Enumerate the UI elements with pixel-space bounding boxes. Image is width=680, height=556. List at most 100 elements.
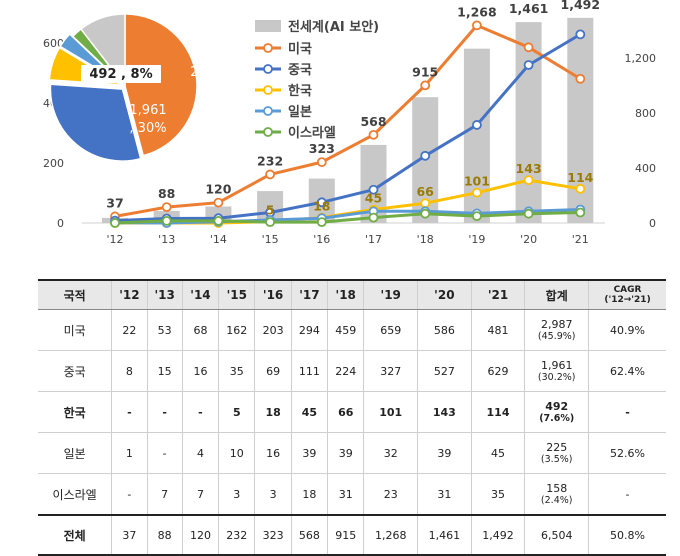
table-body: 미국 22 53 68 162 203 294 459 659 586 481 2,987 (45.9%… [38,309,666,556]
combo-chart: 020040060004008001,200'12'13'14'15'16'17… [43,0,656,246]
korea-value-label: 101 [464,174,490,189]
table-cell: 10 [218,432,255,474]
table-cell: 18 [254,391,292,433]
column-header: CAGR ('12→'21) [588,279,666,310]
series-point [316,157,327,168]
series-line [114,211,581,225]
series-point [523,60,534,70]
cagr-cell: 50.8% [588,514,666,556]
table-cell: 15 [146,350,183,392]
table-cell: 3 [218,473,255,516]
table-cell: - [111,391,148,433]
series-point [471,187,482,198]
cagr-cell: 62.4% [588,350,666,392]
legend-swatch-marker [263,64,273,74]
right-axis-tick-label: 800 [635,107,656,120]
legend-label: 미국 [288,41,312,57]
series-point [110,218,120,228]
table-cell: 659 [363,309,418,351]
legend-swatch-marker [263,43,273,53]
table-cell: 915 [327,514,364,556]
bar [515,22,542,223]
table-cell: - [146,391,183,433]
table-cell: 527 [417,350,472,392]
series-point [213,197,224,208]
table-cell: 143 [417,391,472,433]
series-point [316,217,327,228]
table-cell: - [146,432,183,474]
table-total-row: 전체 37 88 120 232 323 568 915 1,268 1,461 1,492 6,50… [38,514,666,556]
share-value: (30.2%) [537,371,576,383]
table-cell: 31 [327,473,364,516]
pie-label-line: 1,961 [129,103,166,118]
total-cell: 158 (2.4%) [524,473,589,516]
pie-label-line: 46% [199,83,228,98]
left-axis-tick-label: 0 [57,217,64,230]
bar-value-label: 915 [412,64,438,79]
table-cell: 16 [181,350,219,392]
series-point [523,208,534,219]
table-cell: - [111,473,148,516]
cagr-cell: 40.9% [588,309,666,351]
series-point [420,150,431,161]
column-header: '12 [111,279,148,310]
table-cell: 7 [181,473,219,516]
table-cell: 35 [218,350,255,392]
series-point [265,169,276,180]
legend-label: 한국 [288,83,312,99]
table-cell: 224 [327,350,364,392]
column-header: 국적 [38,279,112,310]
bar-value-label: 568 [360,114,386,129]
korea-value-label: 114 [567,170,593,185]
share-value: (2.4%) [540,494,573,506]
table-row: 한국 - - -5 18 45 66 101 143 114 492 (7.6%) - [38,391,666,433]
table-cell: 120 [181,514,219,556]
bar-value-label: 323 [309,141,335,156]
table-cell: 22 [111,309,148,351]
row-header-country: 일본 [38,432,112,474]
table-cell: 45 [470,432,525,474]
pie-label-line: 492 , 8% [89,67,152,82]
table-cell: 7 [146,473,183,516]
pie-slice-label: 492 , 8% [89,67,152,82]
column-header: '17 [290,279,328,310]
korea-value-label: 66 [416,184,434,199]
table-cell: 32 [363,432,418,474]
table-cell: 23 [363,473,418,516]
x-axis-tick-label: '16 [313,233,330,246]
table-cell: 294 [290,309,328,351]
data-labels: 37 88 120 232 323 568 915 1,268 1,461 1,492 5 18 45 6… [106,0,600,218]
table-cell: 16 [254,432,292,474]
korea-value-label: 143 [516,161,542,176]
series-point [161,202,172,213]
column-header: '13 [146,279,183,310]
table-cell: 481 [470,309,525,351]
legend-swatch-bar [255,20,281,32]
x-axis-tick-label: '14 [210,233,227,246]
table-cell: 162 [218,309,255,351]
pie-label-background [81,65,161,83]
table-cell: 203 [254,309,292,351]
cagr-period-label: ('12→'21) [604,295,651,305]
table-header-row: 국적 '12'13'14'15'16'17'18'19'20'21 합계 CAGR ('… [38,279,666,310]
table-cell: 629 [470,350,525,392]
bar-value-label: 1,492 [561,0,601,12]
row-header-total: 전체 [38,514,112,556]
korea-value-label: 18 [313,199,330,214]
left-axis-tick-label: 200 [43,157,64,170]
series-point [368,129,379,140]
table-cell: 327 [363,350,418,392]
column-header: '16 [254,279,292,310]
series-point [265,217,276,228]
row-header-country: 한국 [38,391,112,433]
series-point [523,42,534,53]
column-header: '21 [470,279,525,310]
table-cell: 31 [417,473,472,516]
legend-label: 중국 [288,63,312,78]
column-header: '19 [363,279,418,310]
bar-value-label: 232 [257,153,283,168]
cagr-cell: 52.6% [588,432,666,474]
table-cell: 586 [417,309,472,351]
total-value: 1,961 [540,358,573,372]
